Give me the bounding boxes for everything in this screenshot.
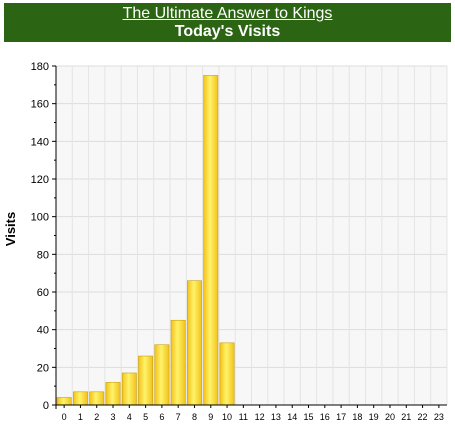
x-tick-label: 5 bbox=[143, 412, 148, 422]
chart-title: Today's Visits bbox=[174, 23, 281, 40]
y-tick-label: 120 bbox=[31, 174, 49, 186]
x-tick-label: 12 bbox=[255, 412, 265, 422]
y-tick-label: 20 bbox=[37, 362, 49, 374]
bar-hour-4 bbox=[121, 372, 137, 406]
y-tick-label: 100 bbox=[31, 212, 49, 224]
site-title-link[interactable]: The Ultimate Answer to Kings bbox=[122, 5, 333, 22]
x-tick-label: 13 bbox=[271, 412, 281, 422]
x-tick-label: 7 bbox=[176, 412, 181, 422]
x-tick-label: 23 bbox=[434, 412, 444, 422]
bar-hour-1 bbox=[72, 391, 88, 406]
bars bbox=[56, 75, 235, 406]
axes bbox=[52, 65, 447, 409]
x-tick-label: 14 bbox=[287, 412, 297, 422]
x-tick-label: 3 bbox=[111, 412, 116, 422]
bar-hour-10 bbox=[219, 342, 235, 406]
x-tick-label: 19 bbox=[369, 412, 379, 422]
x-tick-label: 18 bbox=[352, 412, 362, 422]
y-tick-label: 140 bbox=[31, 136, 49, 148]
grid-lines bbox=[55, 65, 448, 406]
bar-hour-5 bbox=[138, 355, 154, 406]
y-tick-labels: 0 20 40 60 80 100 120 140 160 180 bbox=[31, 61, 49, 412]
y-tick-label: 180 bbox=[31, 61, 49, 73]
bar-hour-3 bbox=[105, 382, 121, 406]
x-tick-label: 17 bbox=[336, 412, 346, 422]
x-tick-label: 15 bbox=[304, 412, 314, 422]
x-tick-label: 0 bbox=[62, 412, 67, 422]
bar-hour-0 bbox=[56, 397, 72, 406]
x-tick-label: 21 bbox=[401, 412, 411, 422]
bar-hour-9 bbox=[203, 75, 219, 406]
bar-hour-8 bbox=[187, 280, 202, 406]
x-tick-label: 11 bbox=[239, 412, 248, 422]
y-tick-label: 60 bbox=[37, 287, 49, 299]
bar-hour-7 bbox=[170, 319, 186, 406]
x-tick-label: 2 bbox=[94, 412, 99, 422]
x-tick-label: 9 bbox=[208, 412, 213, 422]
y-tick-label: 40 bbox=[37, 325, 49, 337]
x-tick-label: 4 bbox=[127, 412, 132, 422]
bar-hour-2 bbox=[89, 391, 105, 406]
x-tick-label: 1 bbox=[78, 412, 83, 422]
y-axis-label: Visits bbox=[3, 212, 18, 246]
x-tick-label: 16 bbox=[320, 412, 330, 422]
y-tick-label: 0 bbox=[43, 400, 49, 412]
x-tick-label: 22 bbox=[418, 412, 428, 422]
y-tick-label: 80 bbox=[37, 249, 49, 261]
chart-header: The Ultimate Answer to Kings Today's Vis… bbox=[4, 3, 451, 42]
bar-hour-6 bbox=[154, 344, 170, 406]
x-tick-label: 8 bbox=[192, 412, 197, 422]
y-tick-label: 160 bbox=[31, 99, 49, 111]
x-tick-labels: 0 1 2 3 4 5 6 7 8 9 10 11 12 13 14 15 16 17 18 19 20 21 22 23 bbox=[62, 412, 444, 422]
x-tick-label: 6 bbox=[159, 412, 164, 422]
x-tick-label: 10 bbox=[222, 412, 232, 422]
x-tick-label: 20 bbox=[385, 412, 395, 422]
